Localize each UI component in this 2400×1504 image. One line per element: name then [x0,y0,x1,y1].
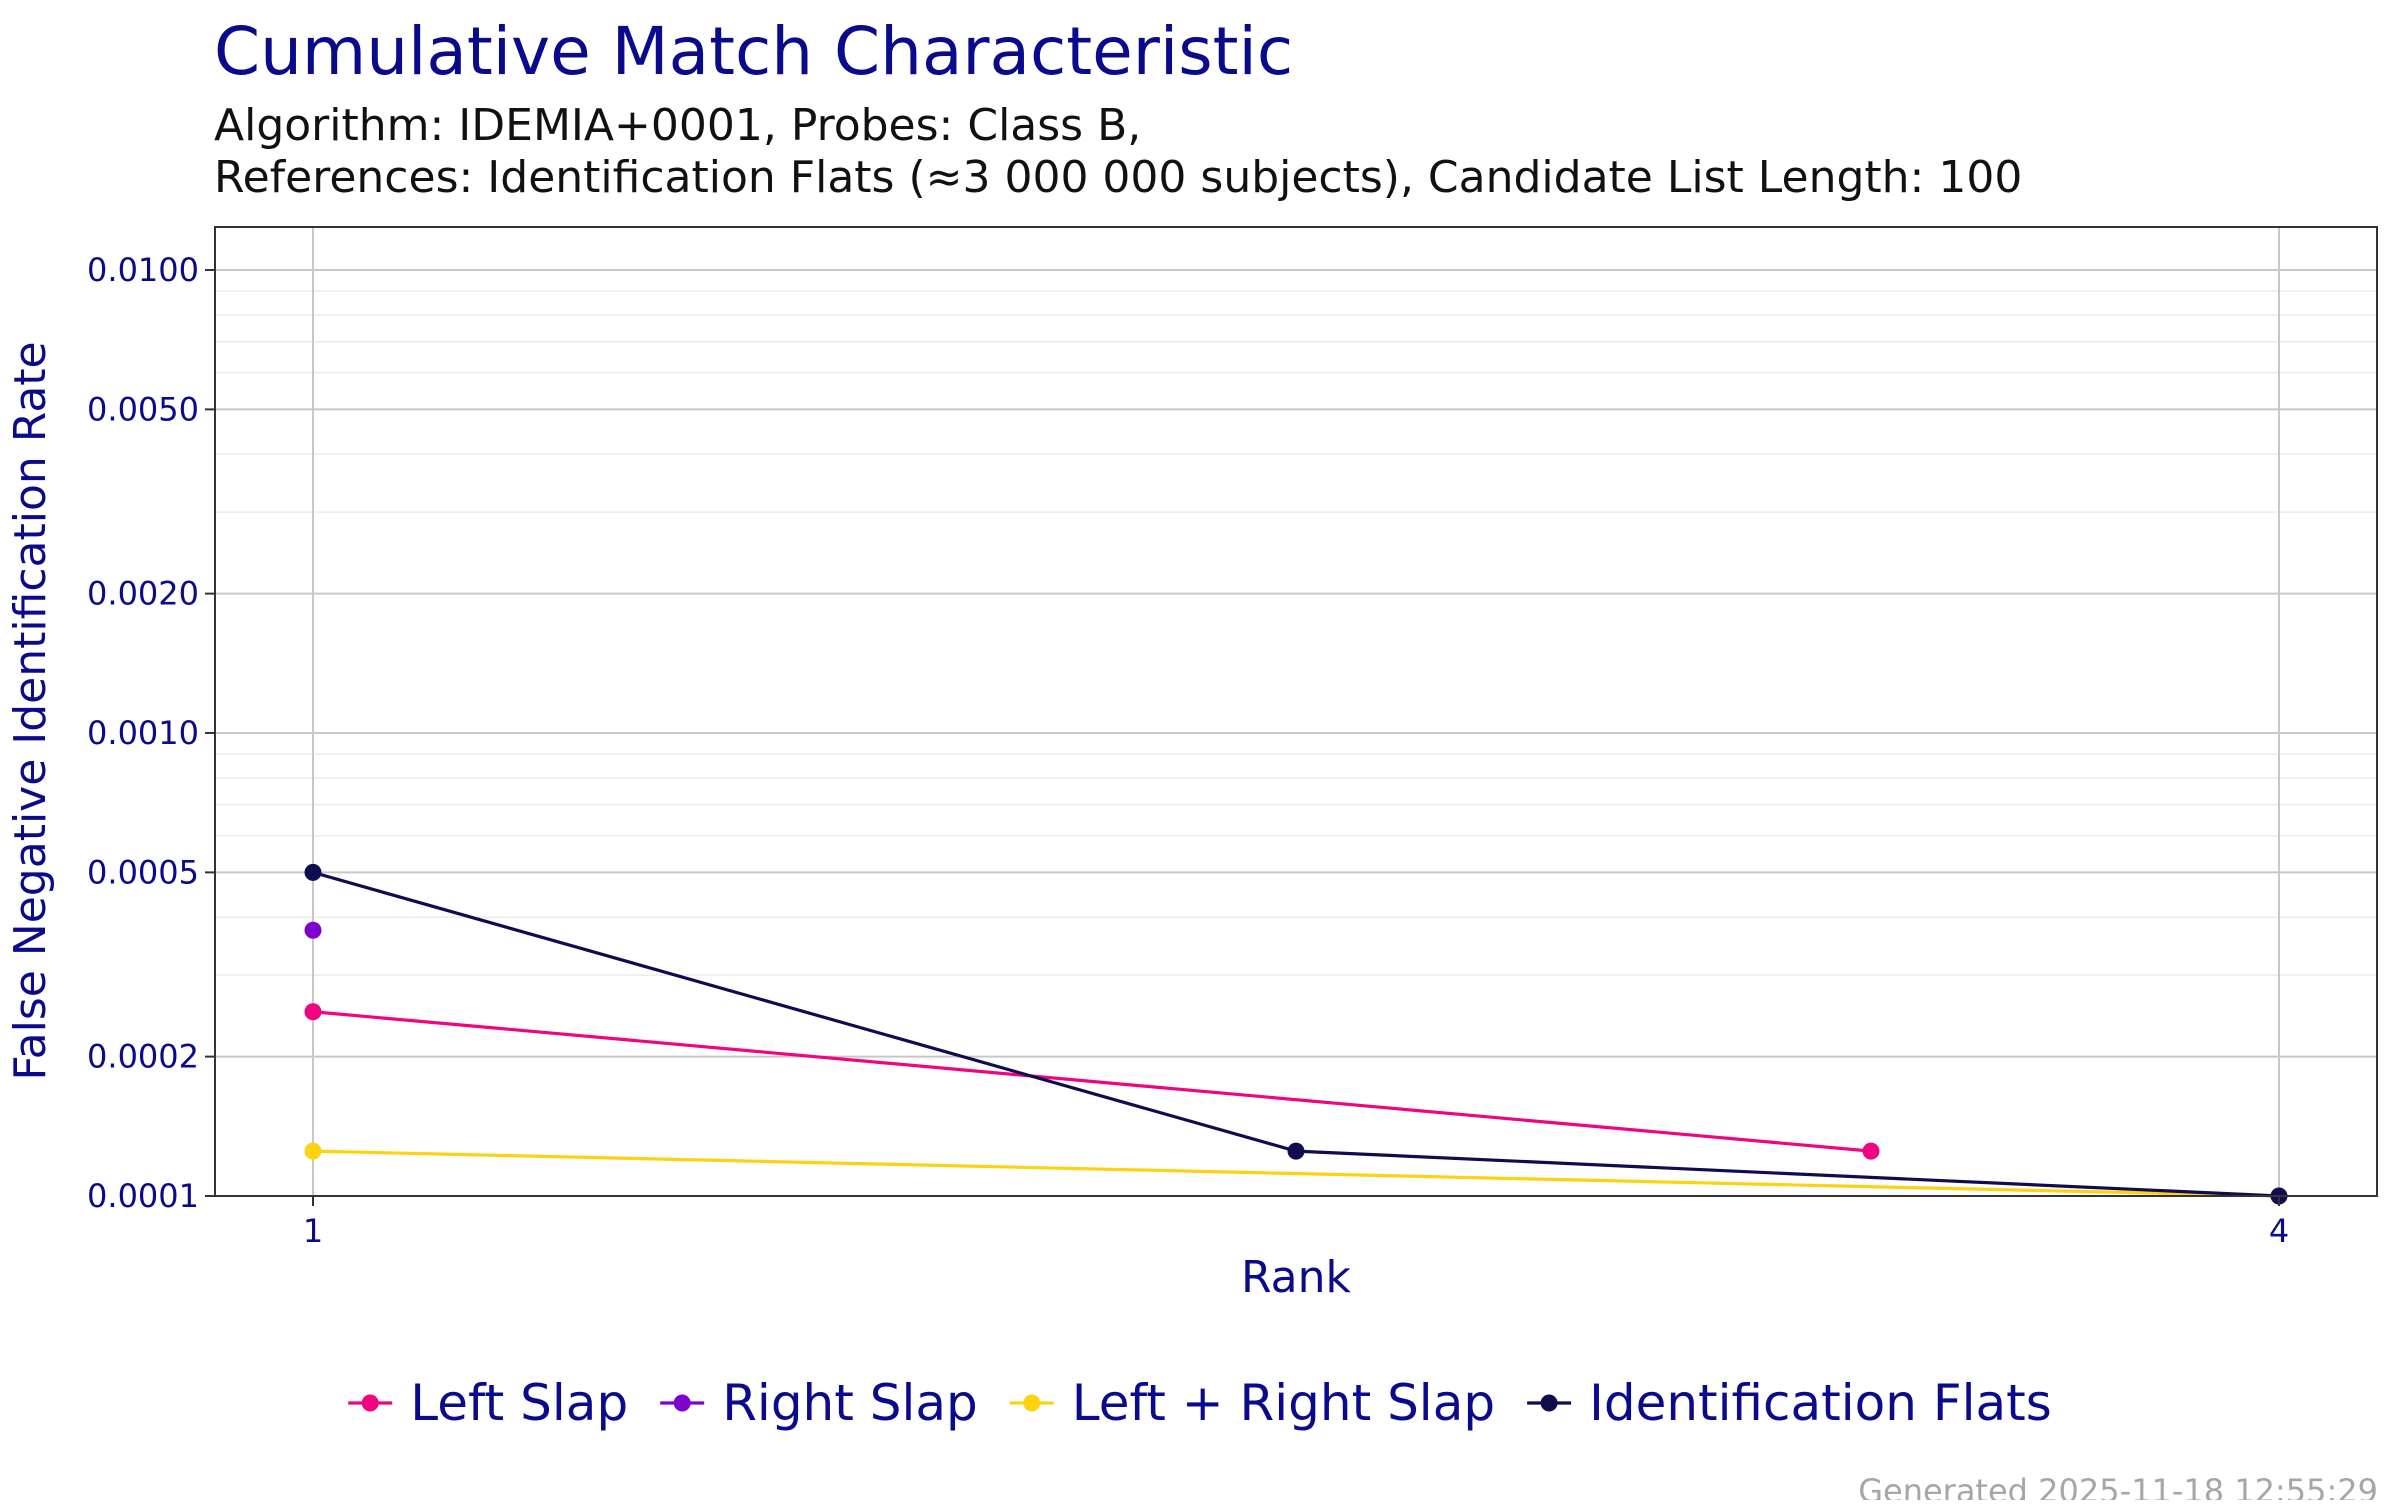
chart-subtitle-line-1: Algorithm: IDEMIA+0001, Probes: Class B, [214,100,1141,151]
legend-key-point [673,1394,691,1412]
generated-timestamp: Generated 2025-11-18 12:55:29 [1858,1472,2378,1500]
data-point-left-slap [1862,1142,1880,1160]
x-tick-label: 4 [2269,1212,2289,1250]
legend-item-identification-flats: Identification Flats [1527,1374,2052,1432]
legend-item-left-right-slap: Left + Right Slap [1009,1374,1495,1432]
y-tick-label: 0.0002 [87,1038,199,1076]
x-tick-label: 1 [303,1212,323,1250]
y-tick-label: 0.0005 [87,853,199,891]
chart-title: Cumulative Match Characteristic [214,13,1293,90]
series-layer [304,863,2288,1205]
legend-key-point [1023,1394,1041,1412]
legend-label: Right Slap [722,1374,978,1432]
plot-panel-border [214,226,2378,1197]
data-point-left-slap [304,1003,322,1021]
series-identification-flats [304,863,2288,1205]
y-tick-label: 0.0100 [87,251,199,289]
legend-key-point [361,1394,379,1412]
legend-item-left-slap: Left Slap [348,1374,628,1432]
data-point-right-slap [304,921,322,939]
y-tick-label: 0.0020 [87,575,199,613]
legend-key-point [1540,1394,1558,1412]
series-line-left-right-slap [312,1149,2280,1198]
y-tick-label: 0.0050 [87,390,199,428]
legend-label: Left + Right Slap [1072,1374,1495,1432]
series-right-slap [304,921,322,939]
data-point-identification-flats [304,863,322,881]
legend: Left Slap Right Slap Left + Right Slap Iden… [348,1374,2052,1432]
y-tick-label: 0.0010 [87,714,199,752]
chart-subtitle-line-2: References: Identification Flats (≈3 000… [214,152,2022,203]
series-line-left-slap [312,1010,1872,1153]
x-axis-label: Rank [1241,1252,1351,1303]
legend-item-right-slap: Right Slap [660,1374,978,1432]
data-point-left-right-slap [304,1142,322,1160]
data-point-identification-flats [1287,1142,1305,1160]
y-tick-label: 0.0001 [87,1177,199,1215]
legend-label: Left Slap [410,1374,628,1432]
series-left-slap [304,1003,1880,1160]
legend-label: Identification Flats [1589,1374,2052,1432]
axis-layer: 0.0001 0.0002 0.0005 0.0010 0.0020 0.0050 0.01… [87,251,2289,1250]
y-axis-label: False Negative Identification Rate [5,341,56,1080]
